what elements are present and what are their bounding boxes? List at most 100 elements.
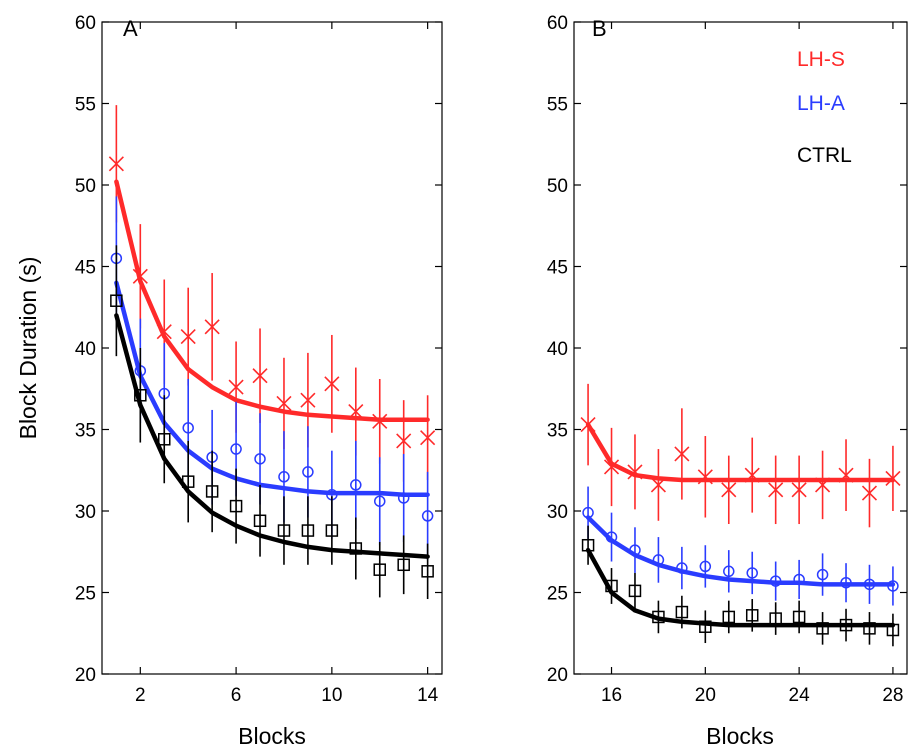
- data-point: [605, 531, 618, 543]
- legend-entry-lh-a: LH-A: [797, 92, 845, 115]
- data-point: [349, 542, 363, 555]
- data-point: [816, 568, 829, 581]
- data-point: [302, 466, 314, 478]
- panel-b-plot: [580, 383, 901, 647]
- y-tick-label: 60: [75, 13, 96, 34]
- data-point: [605, 579, 618, 593]
- y-tick-label: 60: [547, 13, 568, 34]
- y-tick-label: 40: [75, 339, 96, 360]
- series-lh-a: [582, 486, 899, 606]
- data-point: [420, 430, 436, 446]
- data-point: [723, 565, 735, 578]
- data-point: [816, 622, 829, 635]
- x-tick-label: 28: [882, 685, 903, 706]
- x-tick-label: 16: [601, 685, 622, 706]
- data-point: [373, 495, 386, 507]
- data-point: [792, 610, 806, 624]
- panel-b-x-axis-label: Blocks: [706, 723, 774, 749]
- y-tick-label: 30: [75, 502, 96, 523]
- data-point: [350, 479, 362, 491]
- data-point: [746, 567, 758, 579]
- series-lh-s: [108, 105, 436, 482]
- legend: LH-S LH-A CTRL: [797, 48, 852, 167]
- series-ctrl: [581, 525, 900, 647]
- data-point: [699, 560, 712, 573]
- fit-line-ctrl: [585, 547, 896, 628]
- y-tick-label: 25: [75, 584, 96, 605]
- data-point: [278, 471, 290, 483]
- y-tick-label: 55: [547, 95, 568, 116]
- data-point: [204, 319, 220, 335]
- panel-a-y-axis-label: Block Duration (s): [15, 257, 41, 440]
- data-point: [396, 433, 412, 449]
- y-tick-label: 40: [547, 339, 568, 360]
- data-point: [110, 294, 123, 307]
- data-point: [180, 329, 196, 345]
- data-point: [253, 514, 267, 528]
- data-point: [838, 467, 854, 483]
- data-point: [840, 576, 852, 589]
- y-tick-label: 45: [75, 258, 96, 279]
- y-tick-label: 45: [547, 258, 568, 279]
- data-point: [674, 446, 690, 462]
- data-point: [861, 485, 878, 501]
- x-tick-label: 20: [695, 685, 716, 706]
- series-lh-s: [580, 383, 901, 528]
- legend-entry-ctrl: CTRL: [797, 144, 852, 167]
- data-point: [108, 156, 124, 172]
- data-point: [397, 492, 410, 504]
- y-tick-label: 55: [75, 95, 96, 116]
- fit-line-ctrl: [114, 313, 430, 559]
- data-point: [348, 404, 364, 420]
- data-point: [324, 376, 340, 392]
- data-point: [650, 477, 666, 493]
- x-tick-label: 14: [417, 685, 439, 706]
- legend-entry-lh-s: LH-S: [797, 48, 845, 71]
- data-point: [205, 485, 219, 498]
- panel-a-ticks: 20 25 30 35 40 45 50 55 60 2 6 10 14: [75, 13, 442, 706]
- data-point: [397, 558, 410, 572]
- panel-b-ticks: 20 25 30 35 40 45 50 55 60 16 20 24 28: [547, 13, 907, 706]
- data-point: [252, 368, 268, 384]
- data-point: [745, 609, 759, 622]
- data-point: [301, 524, 315, 537]
- y-tick-label: 20: [75, 665, 96, 686]
- y-tick-label: 50: [547, 176, 568, 197]
- data-point: [699, 620, 712, 633]
- y-tick-label: 30: [547, 502, 568, 523]
- x-tick-label: 6: [231, 685, 242, 706]
- fit-line-lh-a: [114, 280, 430, 497]
- data-point: [744, 467, 760, 483]
- data-point: [228, 379, 244, 395]
- data-point: [181, 475, 195, 488]
- data-point: [627, 464, 643, 480]
- y-tick-label: 35: [547, 421, 568, 442]
- panel-b-label: B: [592, 16, 607, 41]
- data-point: [156, 324, 172, 340]
- data-point: [863, 622, 876, 635]
- data-point: [769, 575, 782, 587]
- data-point: [229, 499, 243, 513]
- data-point: [372, 413, 388, 429]
- data-point: [697, 469, 713, 485]
- data-point: [158, 433, 171, 446]
- y-tick-label: 25: [547, 584, 568, 605]
- data-point: [421, 565, 434, 578]
- data-point: [134, 389, 147, 402]
- panel-b: B Blocks 20 25 30 35 40 45 50 55 60 16 20 24 28 LH-S…: [547, 13, 908, 749]
- x-tick-label: 2: [135, 685, 146, 706]
- panel-b-frame: [573, 21, 908, 675]
- data-point: [886, 623, 900, 637]
- data-point: [373, 563, 386, 576]
- data-point: [722, 610, 736, 624]
- data-point: [581, 538, 595, 552]
- x-tick-label: 10: [321, 685, 342, 706]
- data-point: [629, 544, 641, 556]
- data-point: [276, 395, 292, 411]
- data-point: [628, 584, 642, 598]
- data-point: [887, 580, 899, 592]
- data-point: [652, 554, 665, 566]
- data-point: [815, 477, 831, 493]
- data-point: [325, 524, 339, 537]
